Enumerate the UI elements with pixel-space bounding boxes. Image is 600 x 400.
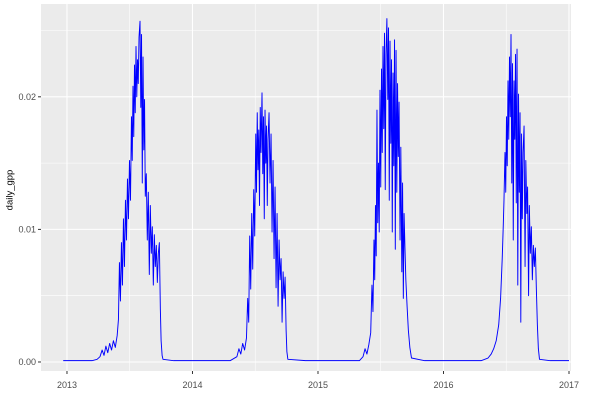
y-axis-title: daily_gpp [4,169,16,211]
x-axis-tick-label: 2013 [57,380,77,390]
y-axis-tick-label: 0.02 [18,92,36,102]
y-axis-tick-label: 0.01 [18,225,36,235]
series-line-daily_gpp [63,18,569,362]
y-axis-tick-label: 0.00 [18,357,36,367]
x-axis-tick-label: 2017 [559,380,579,390]
x-axis-tick-label: 2014 [182,380,202,390]
panel-background [41,4,571,371]
x-axis-tick-label: 2015 [308,380,328,390]
x-axis-tick-label: 2016 [433,380,453,390]
